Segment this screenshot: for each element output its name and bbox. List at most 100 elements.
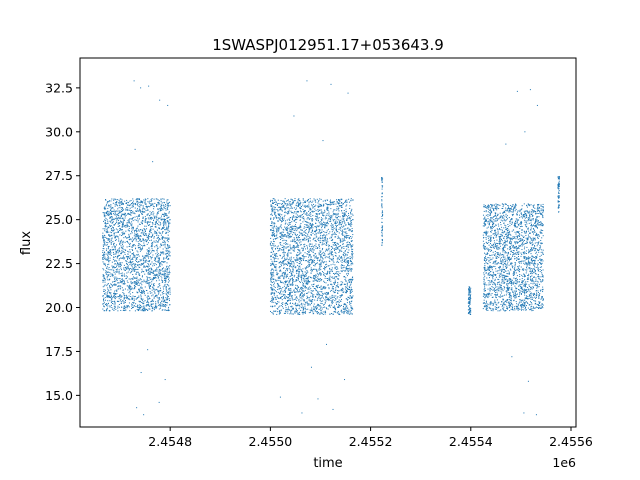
data-point [111,284,113,286]
data-point [107,305,109,307]
data-point [281,235,283,237]
data-point [127,225,129,227]
data-point [155,304,157,306]
data-point [331,246,333,248]
data-point [336,285,338,287]
data-point [290,203,292,205]
data-point [338,246,340,248]
data-point [139,278,141,280]
data-point [278,214,280,216]
data-point [285,282,287,284]
data-point [112,230,114,232]
data-point [309,228,311,230]
data-point [145,238,147,240]
data-point [316,305,318,307]
data-point [121,224,123,226]
data-point [285,296,287,298]
data-point [147,298,149,300]
data-point [342,269,344,271]
data-point [148,287,150,289]
data-point [165,247,167,249]
data-point [131,264,133,266]
data-point [104,216,106,218]
data-point [165,257,167,259]
data-point [289,257,291,259]
data-point [307,304,309,306]
data-point [134,288,136,290]
data-point [279,287,281,289]
data-point [112,266,114,268]
data-point [298,205,300,207]
data-point [349,258,351,260]
data-point [285,275,287,277]
data-point [151,303,153,305]
data-point [167,281,169,283]
data-point [154,274,156,276]
data-point [342,202,344,204]
data-point [104,241,106,243]
data-point [167,239,169,241]
data-point [329,221,331,223]
data-point [328,213,330,215]
data-point [161,244,163,246]
data-point [138,236,140,238]
data-point [156,204,158,206]
data-point [304,307,306,309]
data-point [294,311,296,313]
data-point [295,221,297,223]
data-point [289,264,291,266]
data-point [134,269,136,271]
data-point [160,252,162,254]
data-point [126,272,128,274]
data-point [275,310,277,312]
data-point [277,289,279,291]
data-point [324,257,326,259]
data-point [125,306,127,308]
data-point [284,209,286,211]
data-point [320,250,322,252]
data-point [321,222,323,224]
data-point [351,297,353,299]
data-point [326,213,328,215]
data-point [339,257,341,259]
data-point [324,313,326,315]
data-point [163,304,165,306]
data-point [316,310,318,312]
data-point [159,232,161,234]
data-point [127,241,129,243]
data-point [326,225,328,227]
data-point [272,210,274,212]
data-point [343,310,345,312]
data-point [144,260,146,262]
data-point [319,229,321,231]
data-point [124,309,126,311]
data-point [303,234,305,236]
data-point [294,240,296,242]
data-point [167,203,169,205]
data-point [126,305,128,307]
data-point [299,253,301,255]
data-point [164,243,166,245]
data-point [271,274,273,276]
data-point [162,293,164,295]
data-point [143,231,145,233]
data-point [331,239,333,241]
data-point [136,261,138,263]
data-point [304,281,306,283]
data-point [104,251,106,253]
data-point [341,198,343,200]
data-point [286,302,288,304]
data-point [107,231,109,233]
data-point [139,240,141,242]
data-point [291,313,293,315]
data-point [275,255,277,257]
data-point [112,300,114,302]
data-point [350,268,352,270]
data-point [126,206,128,208]
data-point [138,290,140,292]
data-point [122,214,124,216]
data-point [151,289,153,291]
data-point [276,260,278,262]
data-point [336,245,338,247]
data-point [106,230,108,232]
